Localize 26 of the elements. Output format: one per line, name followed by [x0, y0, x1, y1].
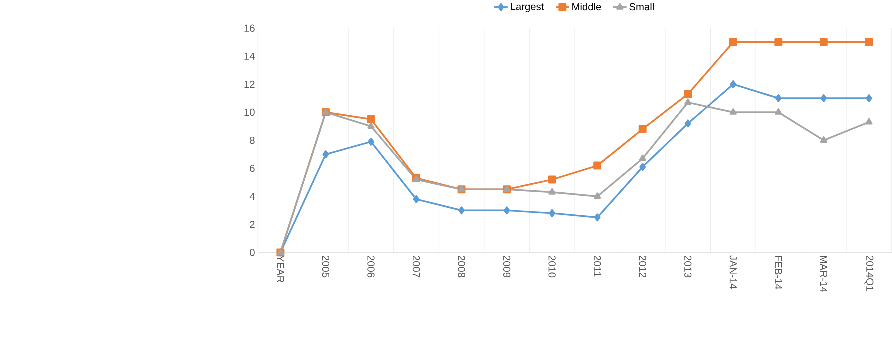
legend-label: Largest: [511, 3, 544, 12]
x-tick-label: 2008: [458, 256, 466, 278]
x-tick-label: MAR-14: [820, 256, 828, 292]
y-tick-label: 6: [250, 164, 255, 172]
x-tick-label: 2014Q1: [864, 256, 874, 291]
y-tick-label: 0: [250, 248, 255, 256]
x-tick-label: 2012: [639, 256, 646, 278]
x-tick-label: 2011: [594, 256, 602, 277]
y-tick-label: 10: [244, 108, 255, 116]
x-tick-label: 2010: [548, 256, 556, 278]
y-tick-label: 4: [250, 192, 255, 200]
x-tick-label: FEB-14: [775, 256, 782, 290]
x-tick-label: 2005: [322, 256, 330, 278]
x-tick-label: 2006: [368, 256, 375, 278]
x-tick-label: 2007: [412, 256, 420, 278]
x-tick-label: 2009: [503, 256, 511, 278]
legend-label: Middle: [572, 2, 602, 10]
y-tick-label: 12: [244, 80, 255, 88]
x-tick-label: JAN-14: [730, 255, 737, 289]
x-tick-label: YEAR: [277, 255, 284, 282]
legend-label: Small: [630, 2, 654, 10]
y-tick-label: 14: [244, 52, 255, 60]
y-tick-label: 16: [244, 24, 255, 32]
x-tick-label: 2013: [684, 256, 692, 278]
y-tick-label: 8: [250, 136, 255, 144]
y-tick-label: 2: [250, 220, 255, 228]
